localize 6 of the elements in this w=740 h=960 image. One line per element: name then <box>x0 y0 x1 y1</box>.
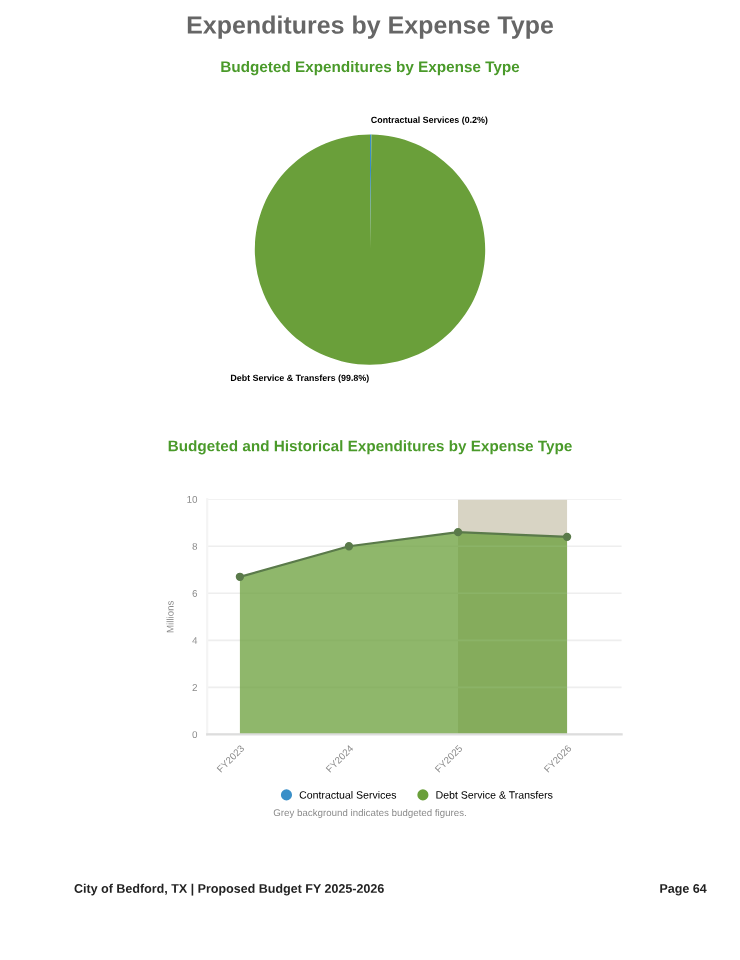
point <box>344 542 354 551</box>
pie-slice <box>254 134 486 365</box>
point <box>453 527 463 537</box>
point <box>562 532 572 541</box>
chart-title: Expenditures by Expense Type <box>187 15 554 39</box>
point <box>235 572 245 581</box>
